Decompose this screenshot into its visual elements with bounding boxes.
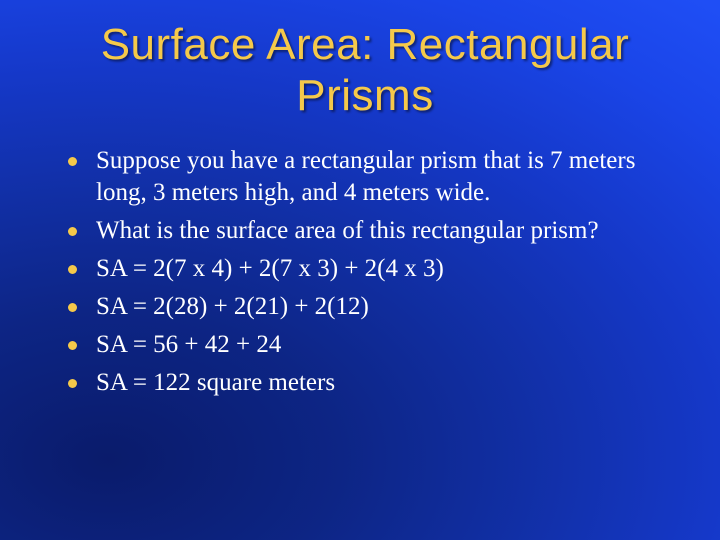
list-item: SA = 56 + 42 + 24 bbox=[68, 329, 670, 361]
list-item: What is the surface area of this rectang… bbox=[68, 215, 670, 247]
list-item: SA = 2(28) + 2(21) + 2(12) bbox=[68, 291, 670, 323]
list-item: SA = 2(7 x 4) + 2(7 x 3) + 2(4 x 3) bbox=[68, 253, 670, 285]
list-item: Suppose you have a rectangular prism tha… bbox=[68, 145, 670, 209]
slide-title: Surface Area: Rectangular Prisms bbox=[60, 20, 670, 121]
bullet-list: Suppose you have a rectangular prism tha… bbox=[60, 145, 670, 399]
slide: Surface Area: Rectangular Prisms Suppose… bbox=[0, 0, 720, 540]
list-item: SA = 122 square meters bbox=[68, 367, 670, 399]
